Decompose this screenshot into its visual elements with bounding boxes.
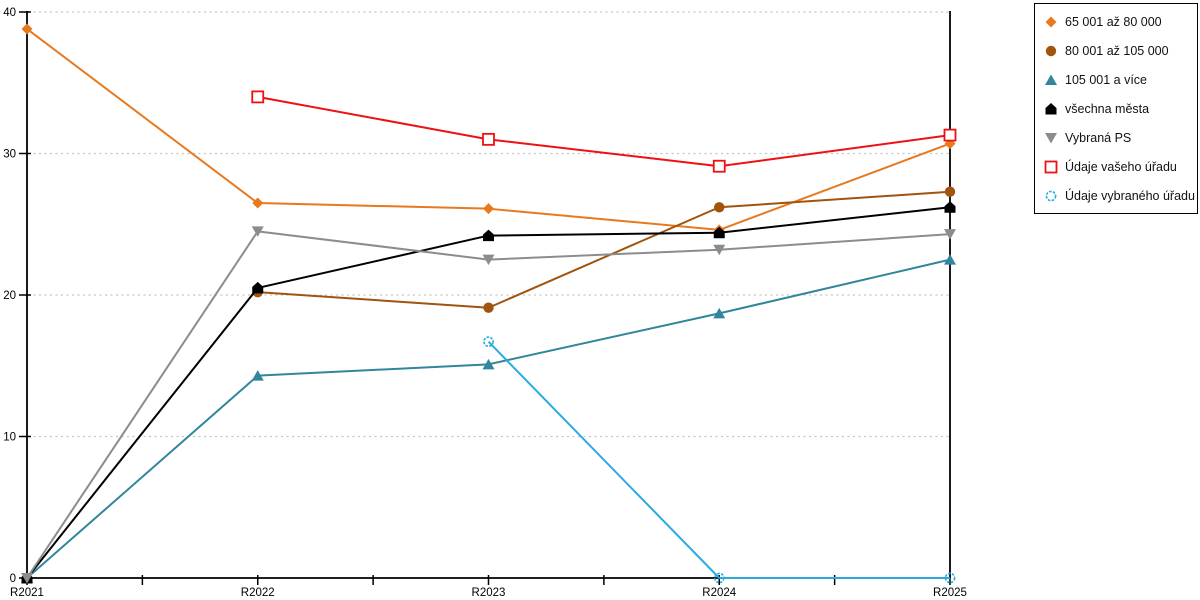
- y-tick-label: 10: [3, 432, 16, 444]
- legend-item: Údaje vybraného úřadu: [1044, 182, 1197, 210]
- legend-item: Údaje vašeho úřadu: [1044, 153, 1197, 181]
- legend-marker-circle-icon: [1045, 45, 1057, 56]
- legend-label: 80 001 až 105 000: [1065, 43, 1169, 58]
- x-tick-label: R2022: [241, 587, 275, 599]
- series-6: [483, 336, 956, 584]
- legend-marker-diamond-icon: [1045, 16, 1057, 27]
- series-4: [21, 226, 956, 584]
- y-tick-label: 40: [3, 7, 16, 19]
- legend-label: 65 001 až 80 000: [1065, 14, 1162, 29]
- series-1: [252, 186, 956, 313]
- x-tick-label: R2025: [933, 587, 967, 599]
- series-2: [21, 254, 956, 583]
- series-5: [251, 90, 957, 173]
- legend-marker-pentagon-icon: [1045, 102, 1057, 114]
- series-3: [21, 201, 956, 584]
- y-tick-label: 20: [3, 290, 16, 302]
- legend: 65 001 až 80 000 80 001 až 105 000 105 001…: [1034, 3, 1198, 214]
- y-tick-label: 30: [3, 149, 16, 161]
- gridlines: [28, 11, 949, 438]
- legend-label: Údaje vašeho úřadu: [1065, 159, 1177, 174]
- x-tick-label: R2024: [702, 587, 736, 599]
- axes: 0 10 20 30 40 R2021 R2022 R2023 R2024 R2025: [3, 7, 967, 599]
- y-tick-label: 0: [10, 573, 16, 585]
- legend-marker-triangle-up-icon: [1045, 74, 1057, 85]
- x-tick-label: R2021: [10, 587, 44, 599]
- x-tick-label: R2023: [472, 587, 506, 599]
- legend-item: všechna města: [1044, 95, 1197, 123]
- legend-label: Vybraná PS: [1065, 130, 1132, 145]
- legend-item: 80 001 až 105 000: [1044, 37, 1197, 65]
- legend-item: 105 001 a více: [1044, 66, 1197, 94]
- line-chart: 0 10 20 30 40 R2021 R2022 R2023 R2024 R2025: [3, 7, 967, 599]
- legend-item: Vybraná PS: [1044, 124, 1197, 152]
- legend-marker-triangle-down-icon: [1045, 132, 1057, 143]
- legend-label: 105 001 a více: [1065, 72, 1148, 87]
- legend-label: Údaje vybraného úřadu: [1065, 188, 1195, 203]
- legend-marker-open-circle-icon: [1045, 190, 1057, 201]
- series-0: [21, 23, 956, 236]
- legend-marker-open-square-icon: [1044, 160, 1058, 173]
- legend-label: všechna města: [1065, 101, 1150, 116]
- legend-item: 65 001 až 80 000: [1044, 8, 1197, 36]
